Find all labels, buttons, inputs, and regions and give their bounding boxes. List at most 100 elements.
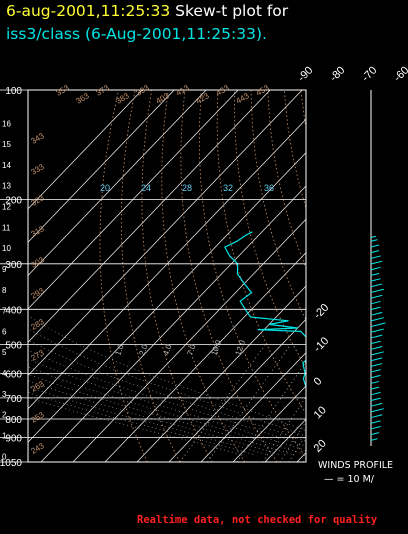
wind-barb [370,272,380,276]
height-tick-label: 8 [2,286,7,295]
isotherm-line [168,318,306,462]
height-tick-label: 12 [2,203,11,212]
dry-adiabat-line [234,90,306,369]
height-tick-label: 5 [2,348,7,357]
wind-barb [370,260,383,265]
isotherm-line [28,118,306,410]
temperature-tick-label: -60 [392,64,408,84]
temperature-tick-label: -20 [312,302,332,322]
height-tick-label: 4 [2,369,7,378]
isotherm-line [28,90,239,310]
dry-adiabat-line [250,90,306,321]
dry-adiabat-label: 363 [75,91,92,106]
height-tick-label: 7 [2,307,7,316]
height-tick-label: 14 [2,161,11,170]
dry-adiabat-label: 283 [30,317,47,332]
height-tick-label: 2 [2,411,7,420]
dry-adiabat-label: 373 [95,83,112,98]
wind-barb [370,278,381,282]
wind-barb [370,374,381,379]
height-tick-label: 13 [2,182,11,191]
wind-barb [370,363,383,367]
dry-adiabat-label: 353 [55,83,72,98]
wind-barb [370,306,381,310]
wind-barb [370,294,383,299]
winds-profile-label: WINDS PROFILE [318,460,394,471]
temperature-tick-label: 10 [312,404,329,421]
pressure-tick-label: 900 [5,434,22,445]
wind-barb [370,420,381,424]
wind-barb [370,334,383,339]
dry-adiabat-label: 343 [30,131,47,146]
wind-barb [370,340,381,345]
dry-adiabat-line [267,90,306,269]
mixing-ratio-label: 28 [182,183,192,193]
moist-adiabat-line [28,386,267,455]
isotherm-line [232,385,306,462]
dry-adiabat-label: 413 [175,83,192,98]
dry-adiabat-label: 333 [30,162,47,177]
isotherm-line [28,90,143,210]
pressure-tick-label: 300 [5,260,22,271]
wind-barb [370,369,381,373]
pressure-tick-label: 200 [5,196,22,207]
mixing-ratio-line [262,396,306,462]
moisture-label: 2.0 [137,343,149,357]
wind-barb [370,357,383,362]
wind-barb [370,408,384,413]
isotherm-line [361,90,408,462]
wind-barb [370,311,383,316]
dry-adiabat-label: 303 [30,255,47,270]
dry-adiabat-label: 383 [115,91,132,106]
isotherm-line [72,218,306,462]
dry-adiabat-line [99,90,148,462]
dry-adiabat-line [283,90,306,210]
pressure-tick-label: 1050 [0,458,22,469]
wind-barb [370,239,378,242]
wind-barb [370,426,381,430]
plot-subtitle: iss3/class (6-Aug-2001,11:25:33). [6,25,267,43]
pressure-tick-label: 100 [5,86,22,97]
dry-adiabat-label: 273 [30,348,47,363]
height-tick-label: 16 [2,119,11,128]
height-tick-label: 3 [2,390,7,399]
wind-barb [370,266,381,271]
dry-adiabat-line [216,90,306,414]
quality-footer: Realtime data, not checked for quality [137,514,378,526]
wind-barb [370,244,380,248]
plot-title-line: 6-aug-2001,11:25:33 Skew-t plot for [6,2,288,20]
isotherm-line [28,90,207,277]
mixing-ratio-label: 36 [264,183,274,193]
isotherm-line [136,285,306,462]
isotherm-line [200,352,306,462]
mixing-ratio-line [207,344,292,462]
dry-adiabat-line [400,90,408,462]
isotherm-line [393,90,408,462]
dry-adiabat-line [384,90,408,462]
dry-adiabat-label: 433 [215,83,232,98]
dry-adiabat-label: 453 [255,83,272,98]
wind-barb [370,317,384,322]
wind-barb [370,438,378,441]
isotherm-line [28,90,303,377]
temperature-profile-line [310,218,346,454]
mixing-ratio-line [288,434,306,462]
wind-barb [370,414,383,419]
moisture-label: 4.0 [161,343,173,357]
height-tick-label: 10 [2,244,11,253]
temperature-tick-label: 0 [312,375,325,388]
dry-adiabat-line [199,90,306,458]
isotherm-line [329,90,408,462]
moisture-label: 1.0 [113,343,125,357]
height-tick-label: 0 [2,452,7,461]
wind-barb [370,386,380,390]
isotherm-line [40,185,306,462]
dry-adiabat-line [300,90,306,131]
height-tick-label: 9 [2,265,7,274]
wind-barb [370,328,384,333]
dry-adiabat-line [317,90,408,462]
isotherm-line [296,452,306,462]
title-plot-type: Skew-t plot for [175,2,289,20]
dry-adiabat-line [350,90,408,462]
wind-barb [370,288,384,293]
